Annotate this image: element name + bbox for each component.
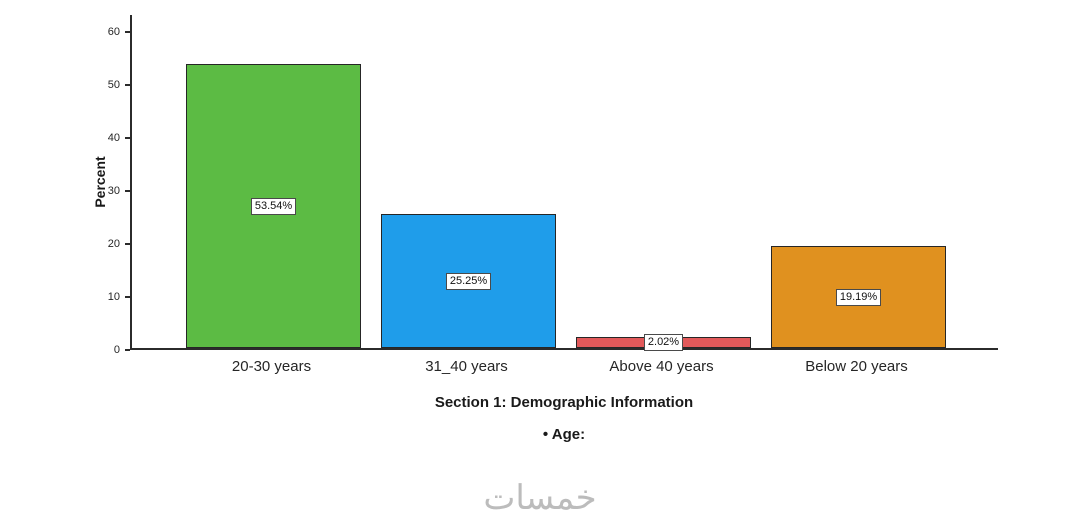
y-tick-mark xyxy=(125,137,130,139)
y-tick-label: 20 xyxy=(107,238,120,250)
bar: 19.19% xyxy=(771,246,946,348)
y-tick-label: 60 xyxy=(107,26,120,38)
y-tick-mark xyxy=(125,349,130,351)
bar-value-label: 53.54% xyxy=(250,197,297,215)
y-tick-label: 30 xyxy=(107,185,120,197)
y-tick-label: 50 xyxy=(107,79,120,91)
plot-area: 0 10 20 30 40 50 60 53.54% 25.25% 2.02% 19.19% xyxy=(108,15,998,356)
bar-value-label: 19.19% xyxy=(835,288,882,306)
bar-value-label: 25.25% xyxy=(445,272,492,290)
y-tick-label: 0 xyxy=(113,344,120,356)
y-tick-mark xyxy=(125,84,130,86)
y-axis-title: Percent xyxy=(92,156,108,208)
bar: 2.02% xyxy=(576,334,751,352)
bar-value-label: 2.02% xyxy=(643,334,684,352)
bar: 53.54% xyxy=(186,64,361,348)
y-tick-label: 40 xyxy=(107,132,120,144)
x-category-label: 20-30 years xyxy=(231,358,312,375)
y-tick-mark xyxy=(125,296,130,298)
watermark-text: خمسات xyxy=(483,479,597,517)
chart-title: Section 1: Demographic Information xyxy=(434,394,694,411)
x-category-label: Above 40 years xyxy=(609,358,714,375)
x-category-label: 31_40 years xyxy=(425,358,508,375)
x-category-label: Below 20 years xyxy=(805,358,908,375)
chart-subtitle: • Age: xyxy=(542,426,586,443)
y-tick-label: 10 xyxy=(107,291,120,303)
y-tick-mark xyxy=(125,243,130,245)
y-tick-mark xyxy=(125,31,130,33)
bar: 25.25% xyxy=(381,214,556,348)
y-tick-mark xyxy=(125,190,130,192)
